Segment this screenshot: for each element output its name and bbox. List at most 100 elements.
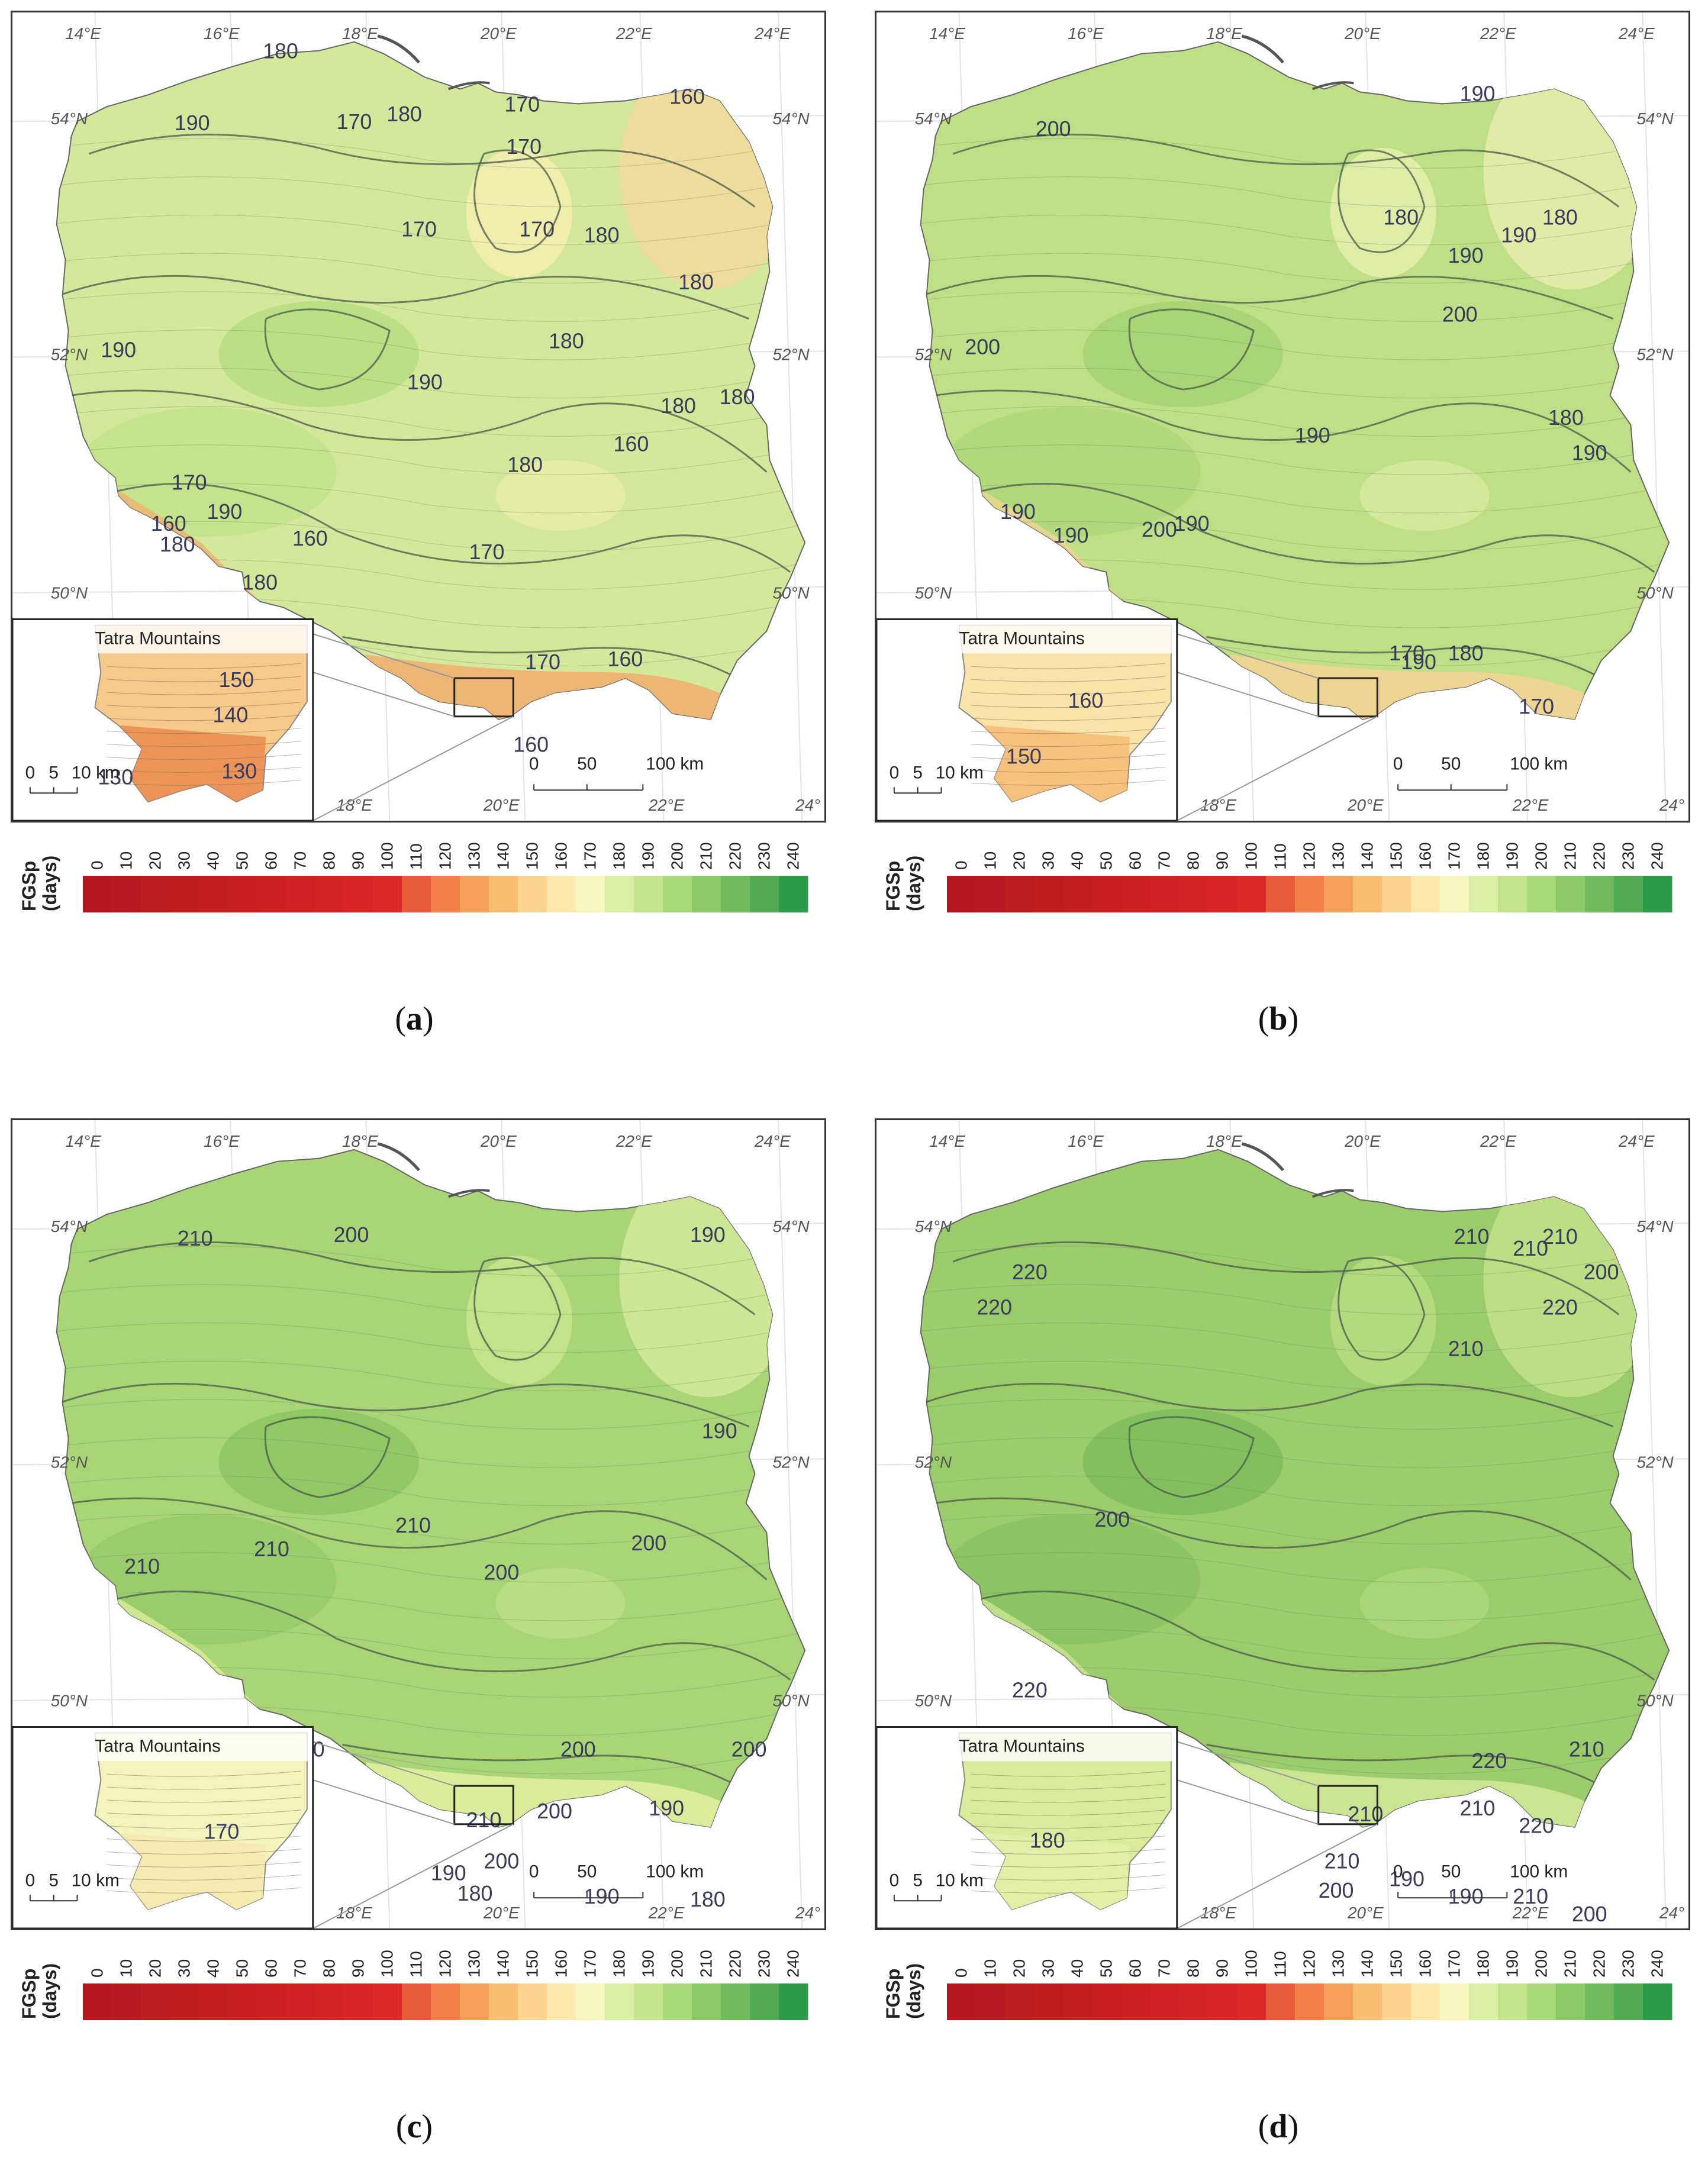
map-svg: 200 210 190 190 210 210 200 200 210 200 210 200 200 2… [12,1120,824,1928]
legend-tick-label: 130 [465,1950,484,1978]
contour-line [952,1241,1620,1315]
legend-swatch [663,1983,692,2020]
contour-label: 170 [337,110,372,134]
legend-swatch [605,1983,634,2020]
legend-tick-label: 40 [1068,852,1087,870]
contour-label: 190 [1448,244,1484,267]
contour-label: 200 [334,1223,369,1247]
legend-tick-label: 110 [1271,1951,1290,1978]
inset-contour-line [107,1861,301,1868]
longitude-label: 16°E [204,24,240,43]
panel-letter-text: c [407,2108,422,2145]
tatra-inset: Tatra Mountains 160 150 0 5 10 km [876,618,1178,821]
leader-line [312,715,514,821]
contour-line [71,1497,768,1581]
inset-contour-line [107,702,301,708]
inset-title-bg [14,621,311,654]
legend-unit: (days) [39,1963,60,2019]
minor-contour-line [920,1246,1667,1276]
minor-contour-line [56,406,803,437]
contour-line [71,389,768,473]
legend-swatch [1498,876,1527,912]
contour-label: 180 [160,533,195,556]
legend-swatch [518,876,547,912]
legend-tick-label: 60 [1126,1959,1145,1978]
legend-swatch [373,1983,402,2020]
legend-swatch [402,876,431,912]
inset-scale-bar: 0 5 10 km [25,1870,120,1902]
legend-swatch [947,876,977,912]
legend-tick-label: 230 [755,1950,774,1978]
latitude-label-left: 50°N [51,1692,88,1710]
minor-contour-line [920,330,1667,360]
longitude-label: 14°E [929,24,965,43]
scale-label: 0 [1393,1862,1403,1881]
legend-tick-label: 170 [581,1950,600,1978]
legend-tick-label: 50 [1097,1959,1116,1978]
central-high-region [218,1408,419,1515]
contour-line [342,636,738,679]
minor-contour-line [56,1246,803,1276]
inset-contour-label: 130 [98,765,133,789]
longitude-label-bottom: 20°E [483,1904,520,1922]
tatra-detail-box [1317,1785,1378,1825]
minor-contour-line [56,1437,803,1468]
legend-swatch [83,876,112,912]
longitude-label-bottom: 24° [795,796,820,814]
contour-label: 200 [560,1737,596,1761]
contour-label: 190 [649,1796,684,1820]
legend-swatch [692,1983,721,2020]
hel-peninsula [377,34,420,64]
minor-contour-line [920,444,1667,475]
legend-tick-label: 190 [1503,1950,1522,1978]
contour-label: 200 [1094,1508,1130,1531]
contour-label: 200 [965,335,1000,359]
latitude-label-left: 52°N [51,345,88,363]
longitude-label: 18°E [342,1132,378,1150]
minor-contour-line [56,1475,803,1507]
minor-contour-line [56,1628,803,1660]
contour-label: 180 [660,394,696,418]
contour-label: 190 [702,1420,737,1443]
legend-swatch [692,876,721,912]
contour-label: 200 [1142,518,1177,541]
minor-contour-line [56,1552,803,1583]
contour-label: 190 [101,338,136,362]
contour-label: 180 [690,1888,726,1911]
legend-swatch [286,1983,315,2020]
legend-swatch [605,876,634,912]
latitude-label-right: 54°N [1636,109,1674,128]
longitude-label: 22°E [615,24,652,43]
minor-contour-line [920,1552,1667,1583]
legend-tick-label: 40 [204,852,223,870]
inset-contour-line [107,663,301,669]
contour-label: 190 [1501,223,1536,247]
legend-swatch [344,1983,373,2020]
map-panel-a: 180 170 180 170 170 160 190 170 180 180 170 190 180 1… [0,0,829,1053]
inset-scale-label: 0 [25,1870,36,1890]
contour-label: 170 [506,135,542,159]
contour-label: 180 [457,1882,493,1905]
minor-contour-line [920,1360,1667,1392]
contour-label: 210 [124,1555,160,1579]
legend-tick-label: 80 [320,852,339,870]
longitude-label: 24°E [1618,1132,1655,1150]
minor-contour-line [920,483,1667,514]
central-high-region [1082,1408,1283,1515]
inset-contour-line [971,728,1165,734]
vistula-spit [448,81,490,91]
legend-swatch [141,876,170,912]
inset-contour-line [971,1887,1165,1894]
minor-contour-line [56,1323,803,1353]
legend-swatch [1469,876,1498,912]
legend-swatch [634,1983,663,2020]
legend-swatch [1295,1983,1324,2020]
legend-tick-label: 180 [1474,842,1493,870]
contour-label: 210 [1513,1885,1548,1908]
legend-tick-label: 90 [1213,1959,1232,1978]
latitude-label-left: 50°N [915,584,952,602]
legend-tick-label: 200 [668,1950,687,1978]
longitude-label: 16°E [204,1132,240,1150]
contour-label: 210 [1542,1225,1578,1249]
legend-swatch [1382,1983,1411,2020]
